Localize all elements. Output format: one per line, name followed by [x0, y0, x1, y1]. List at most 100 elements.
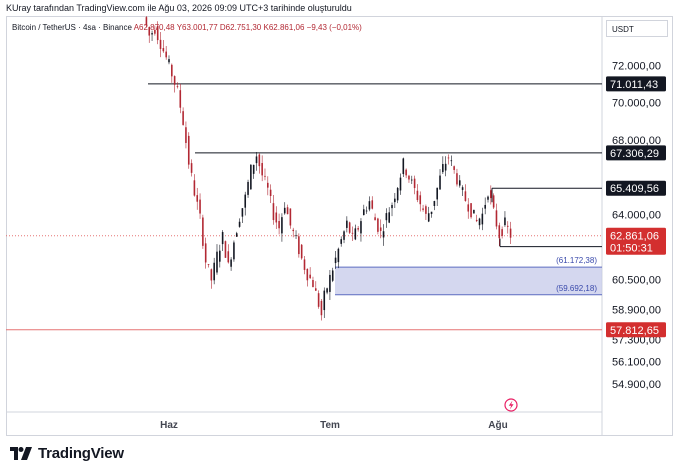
candle-body	[269, 189, 272, 196]
legend-low: D62.751,30	[219, 23, 262, 32]
candle-body	[419, 195, 422, 205]
y-tick-label: 72.000,00	[612, 60, 661, 72]
candle-body	[196, 195, 199, 202]
candle-body	[371, 200, 374, 209]
candle-body	[453, 166, 455, 170]
y-tick-label: 70.000,00	[612, 98, 661, 110]
candle-body	[447, 157, 450, 159]
candle-body	[224, 241, 227, 258]
candle-body	[442, 164, 444, 173]
y-tick-label: 54.900,00	[612, 379, 661, 391]
candle-body	[379, 227, 382, 231]
y-tick-label: 56.100,00	[612, 357, 661, 369]
chart-frame	[6, 16, 673, 436]
candle-body	[250, 164, 252, 190]
lightning-icon[interactable]	[504, 398, 518, 412]
candle-body	[484, 204, 486, 209]
tradingview-logo-icon	[10, 447, 32, 460]
candle-body	[148, 27, 151, 36]
candle-body	[303, 259, 306, 270]
candle-body	[402, 158, 405, 175]
candle-body	[343, 231, 345, 240]
level-badge-bg	[606, 180, 666, 196]
symbol-name[interactable]: Bitcoin / TetherUS · 4sa · Binance	[12, 23, 132, 32]
support-badge-bg	[606, 322, 666, 338]
candle-body	[509, 228, 512, 238]
candle-body	[156, 25, 159, 41]
candle-body	[312, 280, 314, 288]
candle-body	[216, 251, 218, 273]
candle-body	[162, 48, 165, 52]
candle-body	[230, 259, 232, 267]
candle-body	[261, 163, 263, 176]
candle-body	[173, 76, 176, 85]
candle-body	[365, 210, 368, 212]
candle-body	[436, 187, 438, 200]
level-badge: 67.306,29	[610, 148, 659, 160]
candle-body	[334, 257, 337, 264]
y-tick-label: 57.300,00	[612, 334, 661, 346]
candle-body	[382, 231, 385, 238]
candle-body	[151, 33, 153, 35]
candle-body	[275, 212, 278, 223]
candle-body	[351, 232, 354, 234]
level-badge-bg	[606, 145, 666, 161]
candle-body	[176, 86, 179, 88]
zone-top-label: (61.172,38)	[556, 256, 597, 265]
candle-body	[405, 169, 407, 176]
candle-body	[377, 218, 379, 232]
candle-body	[416, 190, 419, 201]
level-badge: 71.011,43	[610, 79, 658, 91]
candle-body	[399, 177, 402, 191]
candle-body	[165, 51, 167, 58]
level-badge-bg	[606, 76, 666, 92]
candle-body	[187, 135, 190, 165]
y-tick-label: 64.000,00	[612, 210, 661, 222]
y-tick-label: 68.000,00	[612, 135, 661, 147]
candle-body	[281, 217, 283, 234]
candle-body	[456, 173, 458, 185]
x-tick-label: Ağu	[488, 420, 507, 431]
candle-body	[461, 187, 464, 190]
candle-body	[374, 217, 376, 221]
candle-body	[168, 59, 170, 63]
candle-body	[213, 262, 215, 281]
candle-body	[475, 219, 478, 222]
candle-body	[368, 201, 371, 210]
candle-body	[391, 205, 393, 209]
candle-body	[219, 250, 221, 262]
legend-change: −9,43 (−0,01%)	[306, 23, 362, 32]
candle-body	[298, 236, 300, 255]
candle-body	[171, 64, 173, 77]
candle-body	[506, 225, 509, 227]
candle-body	[235, 233, 238, 237]
zone-bottom-label: (59.692,18)	[556, 284, 597, 293]
level-badge: 65.409,56	[610, 183, 659, 195]
candle-body	[360, 221, 362, 234]
candle-body	[388, 212, 390, 223]
candle-body	[145, 17, 148, 26]
candle-body	[337, 248, 340, 263]
candle-body	[430, 211, 433, 214]
candle-body	[396, 188, 399, 201]
candle-body	[272, 203, 275, 221]
candle-body	[185, 127, 187, 143]
candle-body	[492, 195, 495, 208]
candle-body	[264, 175, 266, 177]
x-tick-label: Tem	[320, 420, 340, 431]
candle-body	[458, 180, 461, 186]
candle-body	[501, 229, 503, 236]
y-tick-label: 58.900,00	[612, 305, 661, 317]
candle-body	[300, 244, 303, 259]
candle-body	[199, 199, 201, 214]
candle-body	[348, 222, 351, 233]
candle-body	[241, 208, 244, 217]
currency-selector[interactable]: USDT	[606, 20, 668, 37]
x-tick-label: Haz	[160, 420, 178, 431]
legend-high: Y63.001,77	[176, 23, 218, 32]
candle-body	[487, 196, 489, 200]
candle-body	[481, 213, 484, 225]
candle-body	[244, 194, 247, 208]
lightning-icon-bolt	[508, 400, 514, 410]
